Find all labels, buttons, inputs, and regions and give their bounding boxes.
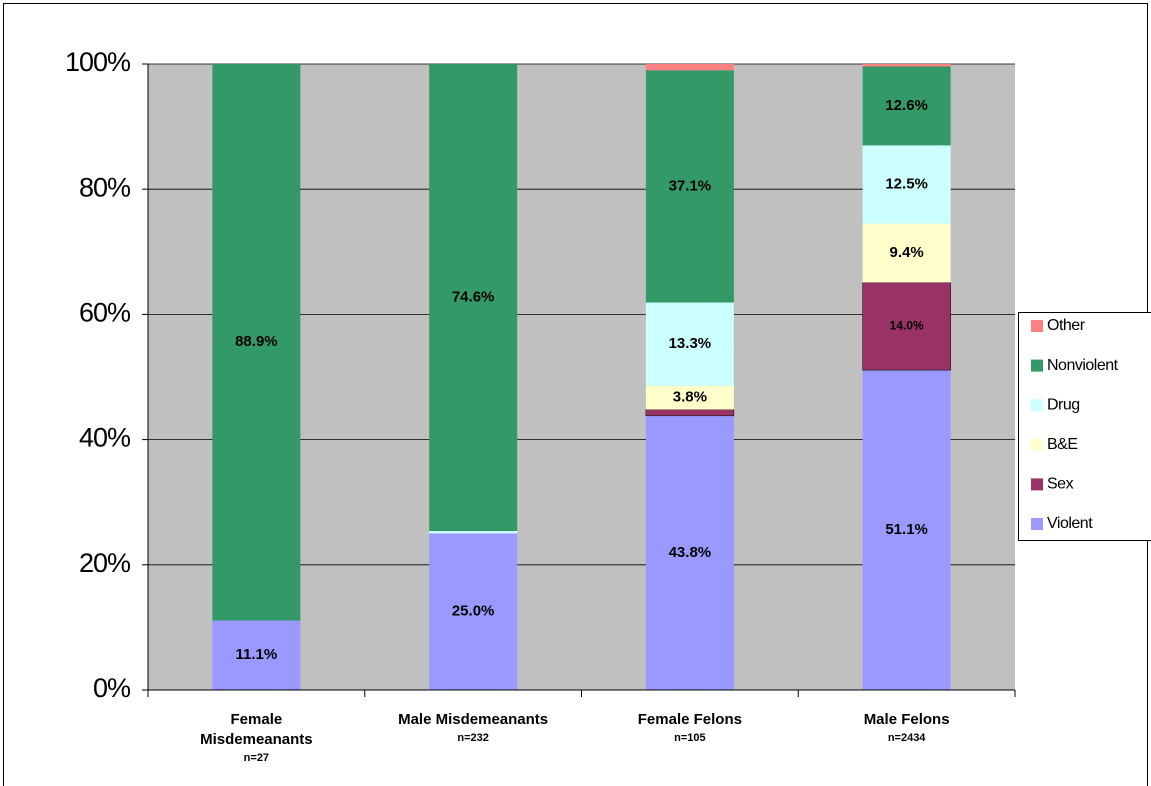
data-label: 43.8% — [669, 544, 712, 561]
legend-swatch — [1031, 478, 1043, 491]
category-name: Male Felons — [863, 711, 950, 728]
x-tick-label: Male Felons n=2434 — [827, 710, 987, 746]
bar-segment — [212, 64, 301, 621]
bar-segment — [862, 64, 951, 67]
legend-swatch — [1031, 399, 1043, 412]
legend-label: Other — [1047, 317, 1086, 334]
data-label: 13.3% — [669, 335, 712, 352]
data-label: 12.6% — [885, 97, 928, 114]
bar-segment — [212, 620, 301, 690]
bar-segment — [429, 64, 518, 531]
legend-swatch — [1031, 359, 1043, 372]
bar-segment — [862, 145, 951, 224]
bar-segment — [645, 70, 734, 303]
data-label: 25.0% — [452, 603, 495, 620]
data-label: 9.4% — [890, 244, 924, 261]
legend-swatch — [1031, 320, 1043, 332]
x-tick-label: Female Felons n=105 — [610, 710, 770, 746]
y-tick-label: 40% — [79, 423, 131, 453]
category-name: Male Misdemeanants — [398, 711, 549, 728]
bar-segment — [645, 302, 734, 386]
category-note: n=2434 — [887, 732, 926, 744]
category-note: n=232 — [457, 732, 489, 744]
y-tick-label: 80% — [79, 172, 131, 202]
bar-segment — [862, 370, 951, 690]
y-tick-label: 60% — [79, 298, 131, 328]
legend-box — [1018, 312, 1151, 541]
bar-segment — [429, 530, 518, 534]
bar-segment — [862, 282, 951, 371]
data-label: 3.8% — [673, 389, 707, 406]
bar-segment — [429, 533, 518, 690]
bar-segment — [645, 415, 734, 690]
legend-label: Drug — [1047, 396, 1080, 413]
data-label: 12.5% — [885, 175, 928, 192]
legend-label: Nonviolent — [1047, 357, 1119, 374]
legend-swatch — [1031, 518, 1043, 530]
x-tick-label: Female Misdemeanants n=27 — [176, 710, 336, 766]
category-note: n=105 — [674, 732, 706, 744]
data-label: 37.1% — [669, 177, 712, 194]
bar-segment — [862, 66, 951, 146]
category-note: n=27 — [243, 752, 270, 764]
legend-label: Sex — [1047, 476, 1074, 493]
legend-swatch — [1031, 438, 1043, 451]
bar-segment — [645, 385, 734, 410]
x-tick-label: Male Misdemeanants n=232 — [393, 710, 553, 746]
category-name: Female Felons — [637, 711, 742, 728]
y-tick-label: 20% — [79, 548, 131, 578]
data-label: 11.1% — [236, 646, 278, 663]
data-label: 88.9% — [235, 333, 278, 350]
bar-segment — [645, 409, 735, 417]
data-label: 51.1% — [885, 521, 928, 538]
y-tick-label: 100% — [65, 47, 131, 77]
y-tick-label: 0% — [93, 673, 131, 703]
data-label: 14.0% — [890, 318, 924, 332]
legend-label: B&E — [1047, 436, 1078, 453]
category-name: Female Misdemeanants — [200, 711, 313, 748]
legend-label: Violent — [1047, 515, 1093, 532]
data-label: 74.6% — [452, 288, 495, 305]
bar-segment — [862, 223, 951, 283]
bar-segment — [645, 64, 734, 71]
